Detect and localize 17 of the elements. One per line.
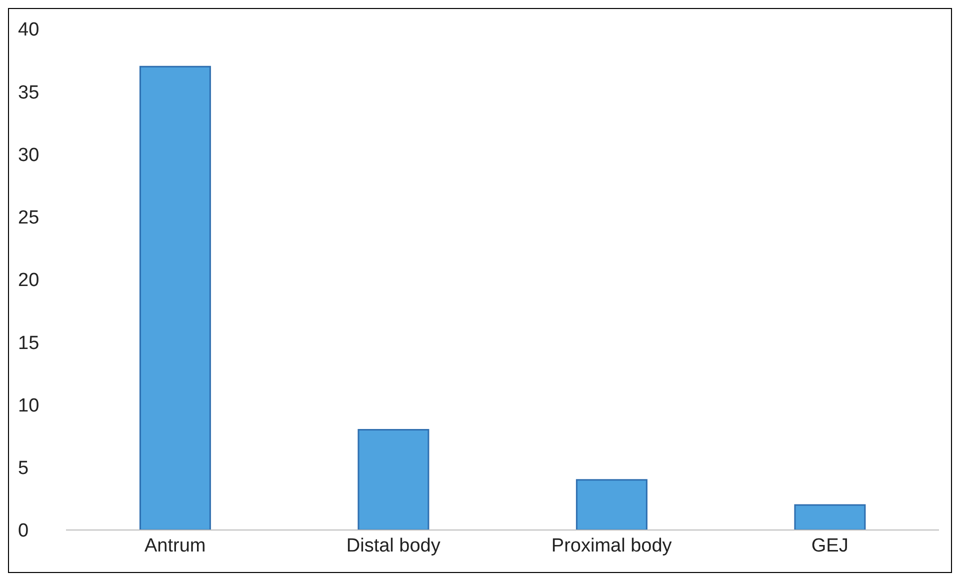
y-tick-label: 25 [18, 208, 40, 229]
y-tick-label: 5 [18, 458, 29, 480]
y-tick-label: 35 [18, 82, 40, 104]
y-tick-label: 0 [18, 520, 29, 542]
y-tick-label: 30 [18, 144, 40, 166]
y-tick-label: 15 [18, 332, 40, 354]
x-tick-label: GEJ [811, 535, 848, 556]
bar [794, 504, 866, 530]
x-tick-label: Proximal body [551, 535, 672, 556]
bar [358, 429, 430, 530]
y-tick-label: 20 [18, 270, 40, 292]
y-tick-label: 10 [18, 395, 40, 416]
bar [576, 479, 648, 530]
x-tick-label: Antrum [144, 535, 206, 556]
x-tick-label: Distal body [346, 535, 441, 556]
y-tick-label: 40 [18, 20, 40, 41]
bar [139, 66, 211, 530]
